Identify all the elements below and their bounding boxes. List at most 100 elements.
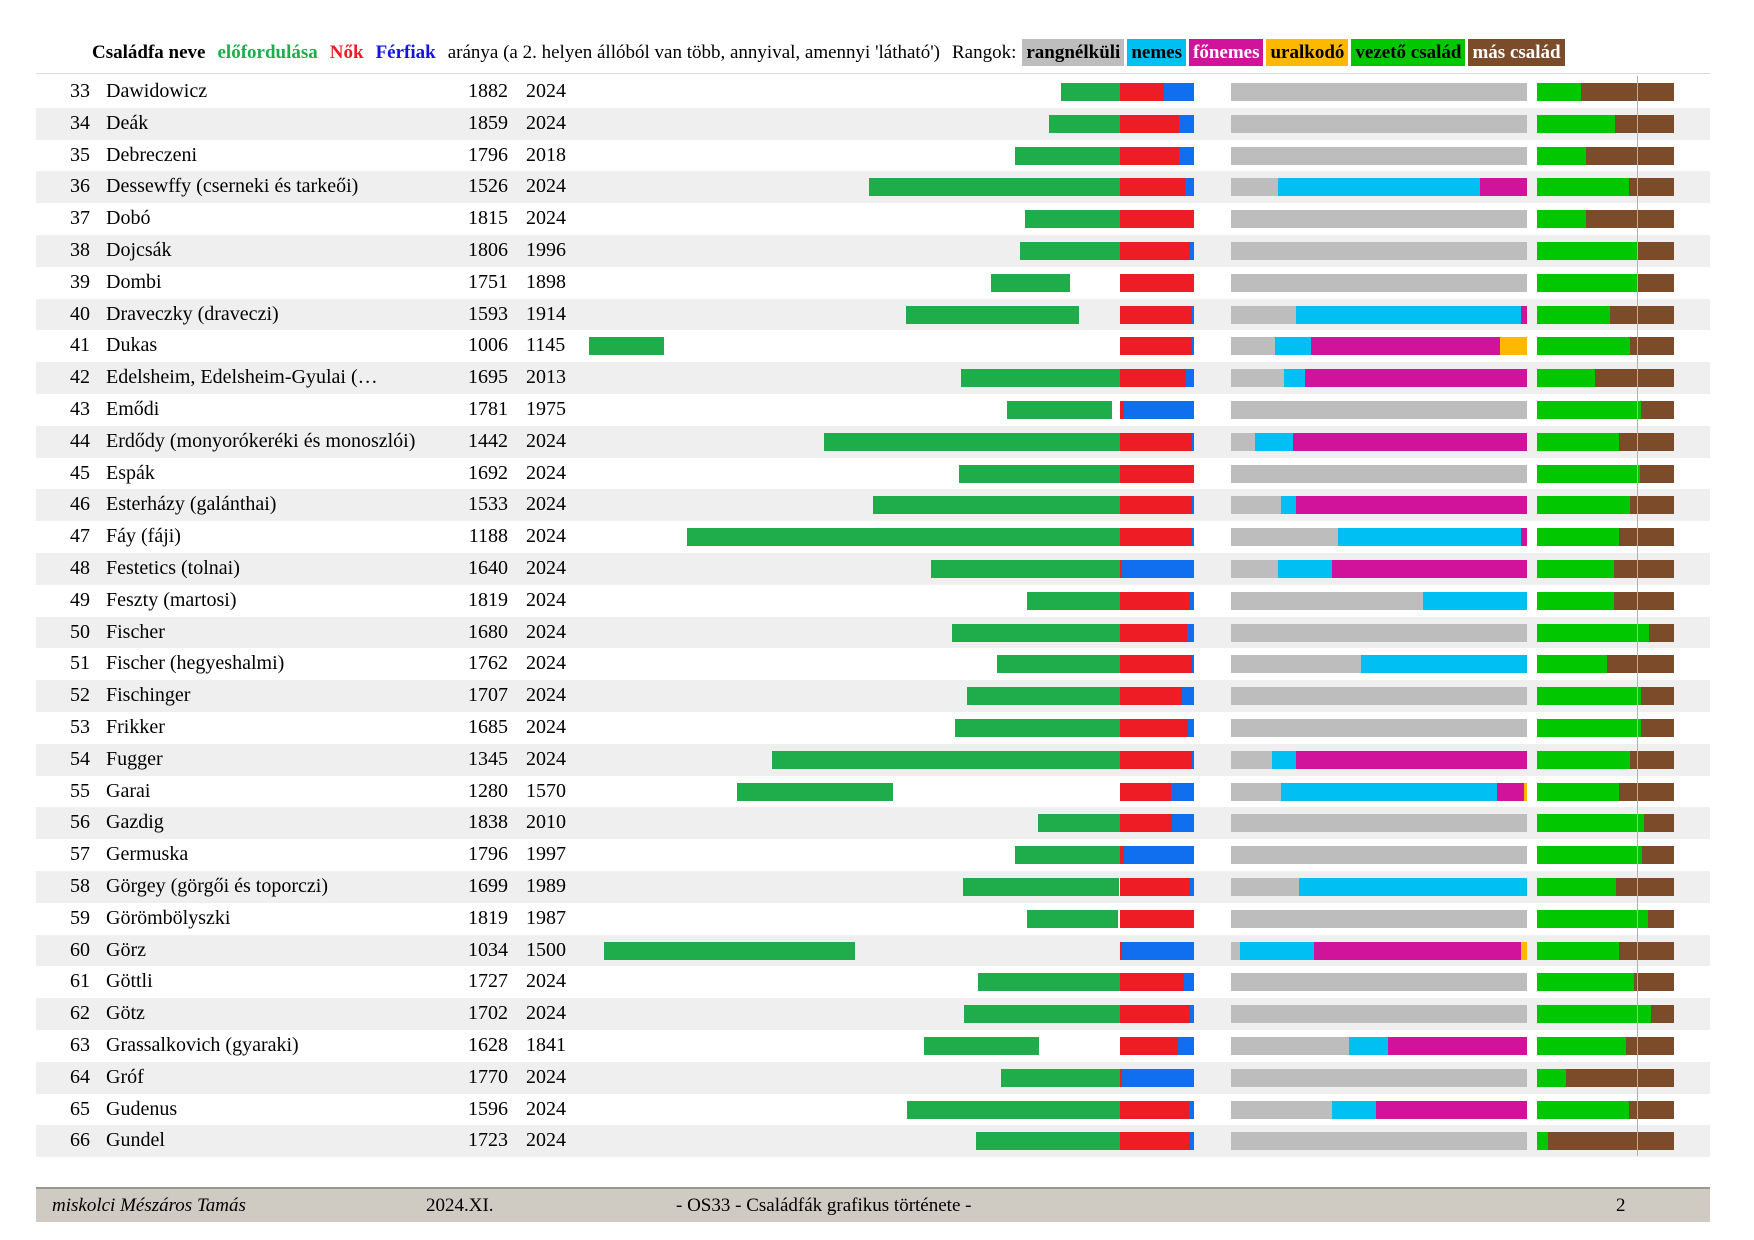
family-name: Grassalkovich (gyaraki) [106, 1033, 299, 1056]
family-name: Edelsheim, Edelsheim-Gyulai (… [106, 366, 378, 389]
high-noble-segment [1293, 432, 1527, 451]
high-noble-segment [1376, 1100, 1527, 1119]
unranked-segment [1231, 1068, 1527, 1087]
last-year: 2024 [526, 111, 566, 134]
unranked-segment [1231, 1005, 1527, 1024]
unranked-segment [1231, 528, 1338, 547]
leading-family-segment [1537, 178, 1629, 197]
ranks-label: Rangok: [951, 42, 1017, 63]
noble-segment [1239, 941, 1314, 960]
other-family-segment [1586, 146, 1674, 165]
family-name: Dombi [106, 270, 162, 293]
men-bar [1171, 782, 1194, 801]
leading-family-segment [1537, 687, 1642, 706]
first-year: 1819 [468, 906, 508, 929]
other-family-segment [1565, 1068, 1674, 1087]
other-family-segment [1649, 623, 1674, 642]
other-family-segment [1586, 210, 1674, 229]
footer-page-number: 2 [1616, 1195, 1626, 1216]
last-year: 2024 [526, 556, 566, 579]
family-name: Garai [106, 779, 151, 802]
men-bar [1122, 559, 1194, 578]
table-row: 35 Debreczeni 1796 2018 [36, 140, 1710, 172]
other-family-segment [1580, 83, 1674, 101]
unranked-segment [1231, 146, 1527, 165]
men-bar [1122, 941, 1194, 960]
other-family-segment [1609, 305, 1674, 324]
family-name: Deák [106, 111, 149, 134]
women-bar [1120, 273, 1194, 292]
men-bar [1188, 718, 1194, 737]
leading-family-segment [1537, 273, 1639, 292]
row-number: 38 [70, 238, 90, 261]
leading-family-segment [1537, 846, 1643, 865]
unranked-segment [1231, 846, 1527, 865]
table-row: 38 Dojcsák 1806 1996 [36, 234, 1710, 267]
ruler-segment [1521, 941, 1527, 960]
noble-segment [1278, 178, 1480, 197]
table-row: 37 Dobó 1815 2024 [36, 203, 1710, 235]
row-number: 45 [70, 461, 90, 484]
occurrence-bar [1020, 241, 1123, 260]
unranked-segment [1231, 432, 1255, 451]
leading-family-segment [1537, 114, 1616, 133]
first-year: 1723 [468, 1129, 508, 1152]
women-bar [1120, 496, 1192, 515]
family-name: Dojcsák [106, 238, 172, 261]
occurrence-bar [1027, 591, 1138, 610]
table-row: 61 Göttli 1727 2024 [36, 966, 1710, 998]
first-year: 1762 [468, 652, 508, 675]
women-bar [1120, 1132, 1190, 1151]
occurrence-bar [1015, 146, 1135, 165]
unranked-segment [1231, 178, 1279, 197]
unranked-segment [1231, 877, 1300, 896]
leading-family-segment [1537, 1068, 1566, 1087]
other-family-segment [1638, 273, 1674, 292]
first-year: 1680 [468, 620, 508, 643]
men-bar [1189, 877, 1194, 896]
unranked-segment [1231, 83, 1527, 101]
table-row: 56 Gazdig 1838 2010 [36, 807, 1710, 840]
unranked-segment [1231, 114, 1527, 133]
unranked-segment [1231, 1036, 1350, 1055]
last-year: 1914 [526, 302, 566, 325]
women-bar [1120, 146, 1180, 165]
leading-family-segment [1537, 496, 1631, 515]
name-column-label: Családfa neve [92, 42, 206, 63]
table-row: 48 Festetics (tolnai) 1640 2024 [36, 552, 1710, 585]
noble-segment [1296, 305, 1522, 324]
row-number: 53 [70, 715, 90, 738]
last-year: 2024 [526, 1065, 566, 1088]
first-year: 1628 [468, 1033, 508, 1056]
unranked-segment [1231, 623, 1527, 642]
last-year: 1500 [526, 938, 566, 961]
header-legend: Családfa neve előfordulása Nők Férfiak a… [92, 36, 1568, 70]
occurrence-bar [771, 750, 1138, 769]
row-number: 46 [70, 493, 90, 516]
other-family-segment [1606, 655, 1674, 674]
women-bar [1120, 655, 1192, 674]
leading-family-segment [1537, 1100, 1629, 1119]
ratio-label: aránya (a 2. helyen állóból van több, an… [447, 42, 940, 63]
last-year: 1841 [526, 1033, 566, 1056]
last-year: 1997 [526, 843, 566, 866]
women-bar [1120, 114, 1180, 133]
other-family-segment [1634, 973, 1674, 992]
leading-family-segment [1537, 1036, 1627, 1055]
first-year: 1596 [468, 1097, 508, 1120]
family-name: Göttli [106, 970, 153, 993]
last-year: 2024 [526, 1129, 566, 1152]
row-number: 34 [70, 111, 90, 134]
row-number: 64 [70, 1065, 90, 1088]
men-bar [1182, 687, 1194, 706]
occurrence-bar [990, 273, 1071, 292]
noble-segment [1278, 559, 1332, 578]
first-year: 1815 [468, 207, 508, 230]
other-family-segment [1547, 1132, 1674, 1151]
table-row: 62 Götz 1702 2024 [36, 998, 1710, 1030]
table-row: 63 Grassalkovich (gyaraki) 1628 1841 [36, 1030, 1710, 1062]
other-family-segment [1639, 464, 1674, 483]
noble-segment [1331, 1100, 1377, 1119]
occurrence-bar [958, 464, 1138, 483]
unranked-segment [1231, 1132, 1527, 1151]
